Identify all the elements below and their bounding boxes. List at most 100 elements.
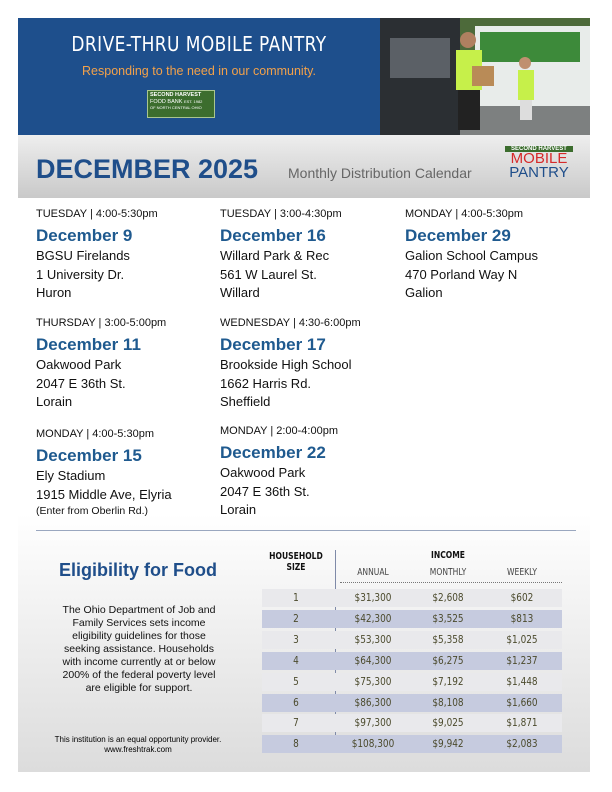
event-day: TUESDAY | 4:00-5:30pm [36,208,158,220]
month-title: DECEMBER 2025 [36,154,259,184]
event-day: MONDAY | 2:00-4:00pm [220,425,338,437]
event-address: Lorain [220,502,257,518]
event-date: December 15 [36,446,142,465]
event-address: Sheffield [220,394,271,410]
table-cell: 4 [293,654,299,667]
table-cell: 6 [293,696,299,709]
event-address: Lorain [36,394,73,410]
event-address: 1 University Dr. [36,266,125,282]
logo-text: FOOD BANK EST. 1982 [150,99,212,106]
table-cell: $1,660 [506,696,538,709]
event-address: Galion [405,285,443,301]
logo-text: MOBILE [510,150,568,167]
event-address: Oakwood Park [220,465,306,480]
table-cell: $1,025 [506,633,538,646]
column-header: MONTHLY [429,567,467,578]
event-address: Brookside High School [220,357,352,372]
table-cell: $75,300 [354,675,392,688]
banner-photo [380,18,590,135]
table-cell: $7,192 [432,675,464,688]
table-cell: $9,942 [432,738,464,751]
event-date: December 17 [220,335,326,354]
table-cell: $31,300 [354,592,392,604]
table-cell: 7 [293,717,299,730]
table-row [262,735,562,754]
table-cell: 5 [293,675,299,688]
event-address: 1662 Harris Rd. [220,375,312,391]
table-row [262,714,562,733]
event-address: 2047 E 36th St. [36,375,126,391]
event-address: 561 W Laurel St. [220,266,317,282]
event-address: 2047 E 36th St. [220,483,310,499]
event-day: THURSDAY | 3:00-5:00pm [36,317,167,329]
table-cell: $53,300 [354,633,392,646]
table-cell: 1 [293,592,299,604]
table-cell: $5,358 [432,633,464,646]
table-cell: $2,083 [506,738,538,751]
table-cell: $64,300 [354,654,392,667]
banner-title: DRIVE-THRU MOBILE PANTRY [71,32,327,56]
eligibility-title: Eligibility for Food [59,560,217,580]
table-cell: $6,275 [432,654,464,667]
table-cell: $2,608 [432,592,464,604]
mobile-pantry-logo: SECOND HARVEST MOBILE PANTRY [505,146,573,180]
table-rule [335,550,336,752]
footer-url: www.freshtrak.com [104,745,172,754]
event-address: Huron [36,285,72,301]
footer-note: This institution is an equal opportunity… [54,735,222,744]
header-band [18,135,590,198]
event-address: Willard Park & Rec [220,248,330,263]
table-cell: $602 [510,592,534,604]
event-note: (Enter from Oberlin Rd.) [36,505,149,518]
eligibility-text: The Ohio Department of Job and Family Se… [62,604,216,694]
income-header: INCOME [431,550,465,561]
event-address: Willard [220,285,260,301]
table-cell: $42,300 [354,612,392,625]
event-address: Ely Stadium [36,468,106,483]
logo-text: OF NORTH CENTRAL OHIO [150,105,202,110]
table-cell: 2 [293,612,299,625]
column-header: ANNUAL [357,567,389,578]
table-cell: $3,525 [432,612,464,625]
size-header: SIZE [286,562,306,573]
logo-text: SECOND HARVEST [505,146,573,152]
table-row [262,651,562,670]
size-header: HOUSEHOLD [269,551,323,562]
table-row [262,630,562,649]
table-cell: $8,108 [432,696,464,709]
column-header: WEEKLY [507,567,537,578]
table-row [262,589,562,607]
logo-text: FOOD BANK [150,98,183,105]
event-address: BGSU Firelands [36,248,130,263]
table-cell: $1,448 [506,675,538,688]
table-cell: $813 [510,612,534,625]
banner-tagline: Responding to the need in our community. [82,64,316,78]
header-rule [340,582,562,583]
event-date: December 11 [36,335,141,354]
event-day: WEDNESDAY | 4:30-6:00pm [220,317,361,329]
table-cell: $86,300 [354,696,392,709]
table-cell: $1,871 [506,717,538,730]
table-cell: $1,237 [506,654,538,667]
divider [36,530,576,531]
table-cell: 3 [293,633,299,646]
event-date: December 16 [220,226,326,245]
table-cell: $108,300 [351,738,395,751]
event-address: 1915 Middle Ave, Elyria [36,486,172,502]
event-date: December 29 [405,226,511,245]
table-cell: $97,300 [354,717,392,730]
table-row [262,693,562,712]
logo-text: EST. 1982 [183,98,203,104]
event-day: MONDAY | 4:00-5:30pm [36,428,154,440]
event-address: Oakwood Park [36,357,122,372]
logo-text: SECOND HARVEST [150,92,202,98]
table-cell: 8 [293,738,299,751]
table-row [262,609,562,628]
logo-text: PANTRY [509,164,569,181]
table-row [262,672,562,691]
event-date: December 9 [36,226,133,245]
event-day: MONDAY | 4:00-5:30pm [405,208,523,220]
event-date: December 22 [220,443,326,462]
event-day: TUESDAY | 3:00-4:30pm [220,208,342,220]
